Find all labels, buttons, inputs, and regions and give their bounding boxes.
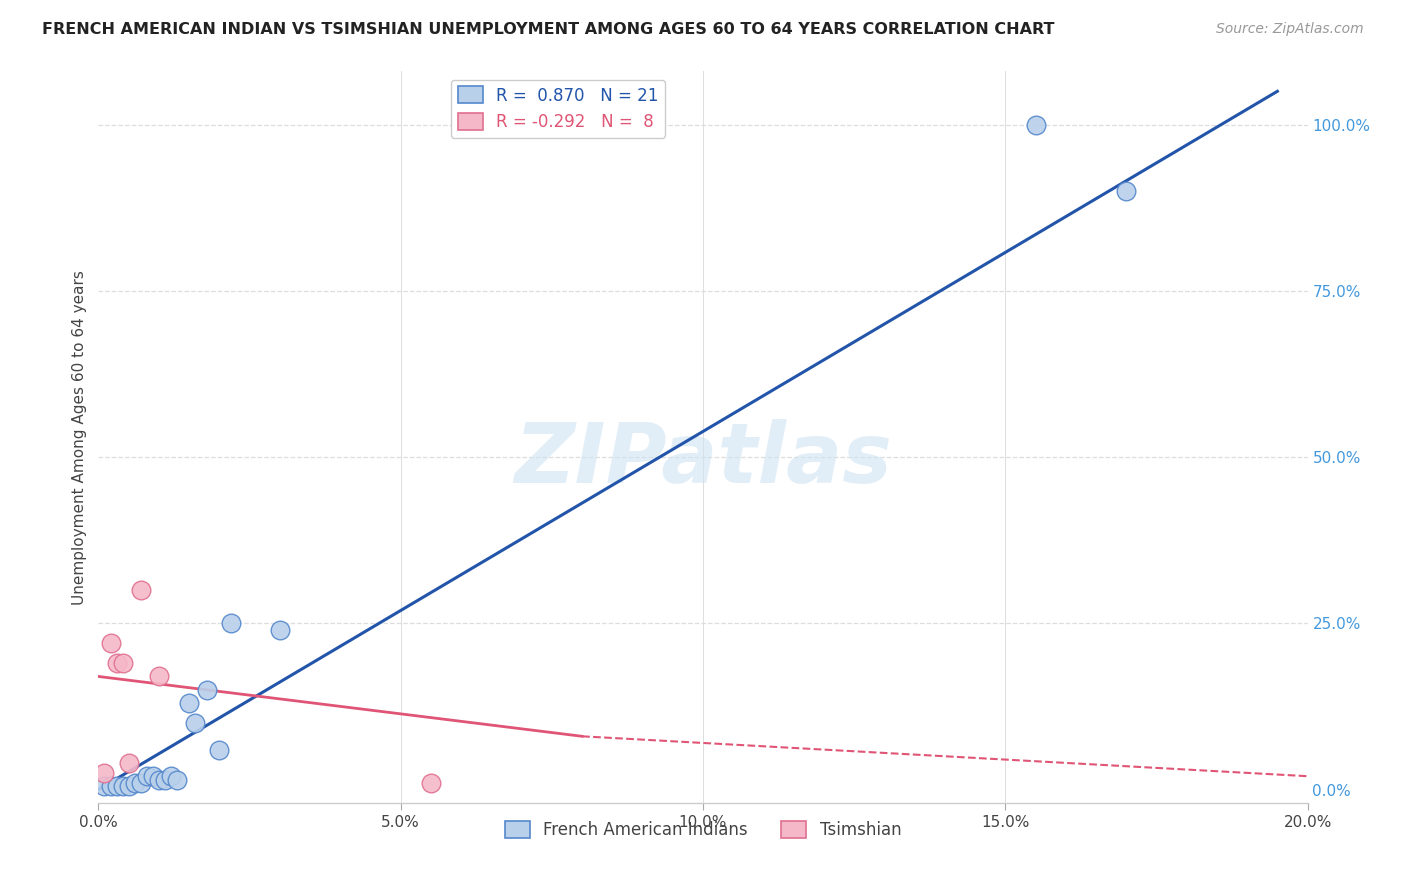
Point [129, 776, 152, 790]
Legend: French American Indians, Tsimshian: French American Indians, Tsimshian [498, 814, 908, 846]
Point [118, 756, 141, 770]
Point [160, 769, 183, 783]
Text: FRENCH AMERICAN INDIAN VS TSIMSHIAN UNEMPLOYMENT AMONG AGES 60 TO 64 YEARS CORRE: FRENCH AMERICAN INDIAN VS TSIMSHIAN UNEM… [42, 22, 1054, 37]
Point [124, 776, 146, 790]
Point [93, 779, 115, 793]
Point [179, 696, 201, 710]
Text: ZIPatlas: ZIPatlas [515, 418, 891, 500]
Point [105, 656, 128, 670]
Text: Source: ZipAtlas.com: Source: ZipAtlas.com [1216, 22, 1364, 37]
Point [129, 582, 152, 597]
Point [208, 742, 231, 756]
Point [1115, 184, 1137, 198]
Point [93, 765, 115, 780]
Point [111, 779, 134, 793]
Point [148, 669, 170, 683]
Point [142, 769, 165, 783]
Point [221, 616, 243, 631]
Point [111, 656, 134, 670]
Point [153, 772, 176, 787]
Point [148, 772, 170, 787]
Point [420, 776, 443, 790]
Y-axis label: Unemployment Among Ages 60 to 64 years: Unemployment Among Ages 60 to 64 years [72, 269, 87, 605]
Point [184, 716, 207, 731]
Point [195, 682, 218, 697]
Point [269, 623, 291, 637]
Point [135, 769, 157, 783]
Point [100, 636, 122, 650]
Point [100, 779, 122, 793]
Point [118, 779, 141, 793]
Point [1024, 118, 1046, 132]
Point [166, 772, 188, 787]
Point [105, 779, 128, 793]
